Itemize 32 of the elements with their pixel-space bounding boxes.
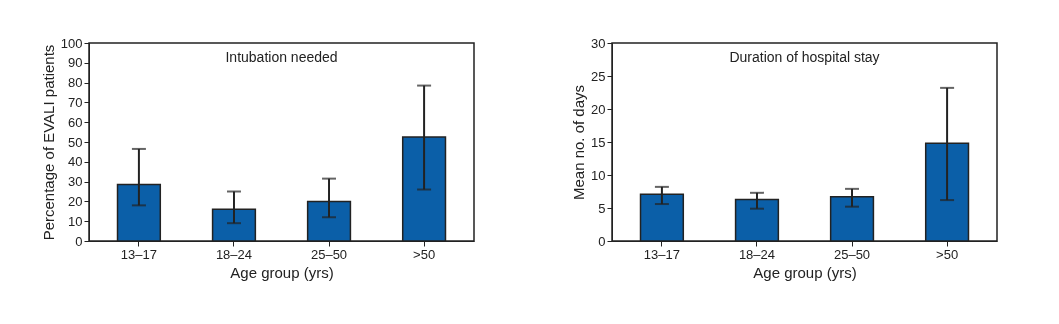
y-tick-label: 70 [68,94,83,110]
y-axis-title: Percentage of EVALI patients [39,44,57,241]
y-tick-label: 40 [68,154,83,170]
x-axis-title: Age group (yrs) [753,263,857,281]
chart-title: Duration of hospital stay [729,49,880,65]
y-tick-label: 80 [68,75,83,91]
y-tick-label: 50 [68,134,83,150]
x-tick-label: 18–24 [738,246,776,262]
y-tick-label: 30 [591,35,606,51]
y-tick-label: 90 [68,55,83,71]
x-tick-label: 18–24 [215,246,253,262]
x-axis-title: Age group (yrs) [230,263,334,281]
y-tick-label: 20 [591,101,606,117]
y-tick-label: 10 [68,213,83,229]
x-tick-label: 13–17 [643,246,680,262]
y-tick-label: 5 [598,200,606,216]
x-tick-label: >50 [936,246,959,262]
y-tick-label: 10 [591,167,606,183]
y-tick-label: 15 [591,134,606,150]
y-tick-label: 0 [75,233,83,249]
y-tick-label: 25 [591,68,606,84]
y-tick-label: 20 [68,193,83,209]
chart-title: Intubation needed [225,49,338,65]
y-tick-label: 60 [68,114,83,130]
y-tick-label: 0 [598,233,606,249]
y-tick-label: 100 [60,35,83,51]
x-tick-label: 25–50 [310,246,348,262]
x-tick-label: 13–17 [120,246,157,262]
y-tick-label: 30 [68,174,83,190]
x-tick-label: >50 [413,246,436,262]
x-tick-label: 25–50 [833,246,871,262]
y-axis-title: Mean no. of days [570,84,588,201]
